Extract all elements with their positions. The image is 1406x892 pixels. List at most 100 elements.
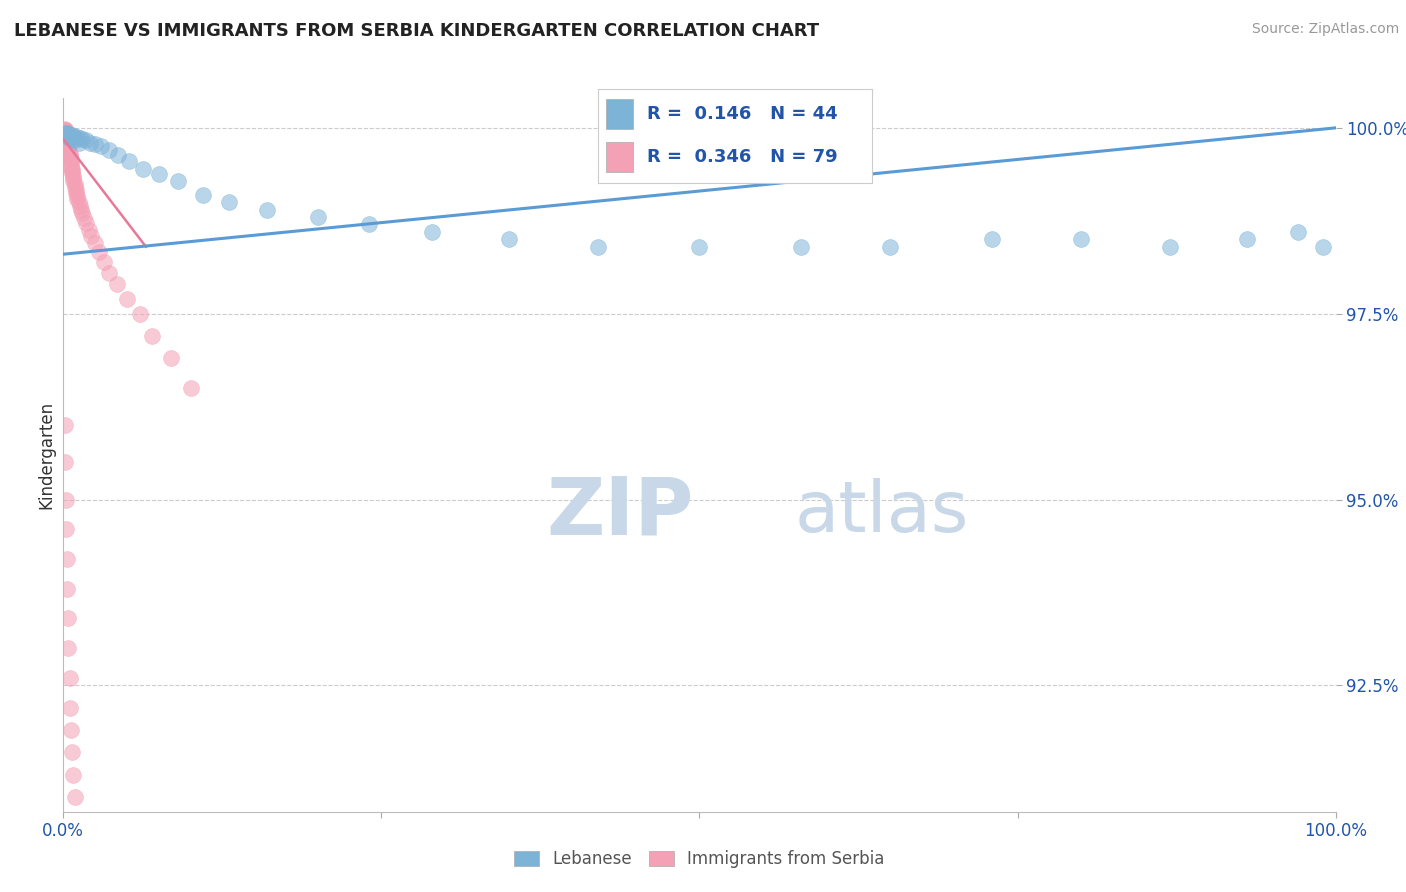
Point (59, 700, 82, 714)
Point (981, 232, 1004, 246)
Point (56, 128, 79, 143)
Point (58, 127, 80, 141)
Point (60, 166, 83, 180)
Point (63, 789, 86, 804)
Point (790, 240, 813, 254)
Point (72, 206, 94, 220)
Point (53, 128, 76, 142)
Point (55, 128, 77, 143)
Point (256, 202, 278, 217)
Point (62, 169, 84, 184)
Point (72, 132, 94, 146)
Text: Source: ZipAtlas.com: Source: ZipAtlas.com (1251, 22, 1399, 37)
Point (63, 134, 86, 148)
Point (59, 153, 82, 167)
Point (56, 134, 79, 148)
Point (160, 351, 183, 366)
Point (58, 641, 80, 656)
Point (180, 381, 202, 395)
Point (1070, 232, 1092, 246)
Point (59, 671, 82, 685)
Point (60, 161, 83, 176)
Point (53, 126, 76, 140)
Point (55, 129, 77, 144)
Point (55, 127, 77, 141)
Point (59, 160, 82, 174)
Text: atlas: atlas (794, 477, 969, 547)
Text: ZIP: ZIP (547, 473, 695, 551)
Point (62, 171, 84, 186)
Point (69, 130, 91, 145)
Point (53, 127, 76, 141)
Point (58, 611, 80, 625)
Point (55, 131, 77, 145)
Point (1312, 240, 1334, 254)
Point (132, 161, 155, 176)
Point (218, 195, 240, 210)
Point (66, 192, 89, 206)
Point (55, 133, 77, 147)
Point (60, 128, 83, 143)
Point (689, 240, 711, 254)
Legend: Lebanese, Immigrants from Serbia: Lebanese, Immigrants from Serbia (508, 844, 891, 875)
Point (128, 307, 150, 321)
Point (879, 240, 901, 254)
Point (58, 141, 80, 155)
Y-axis label: Kindergarten: Kindergarten (37, 401, 55, 509)
Point (84, 235, 107, 250)
Point (60, 164, 83, 178)
Point (60, 745, 83, 759)
Point (72, 211, 94, 225)
Point (87, 245, 110, 260)
Point (55, 522, 77, 536)
Point (420, 225, 443, 239)
Point (53, 455, 76, 469)
Point (75, 134, 97, 148)
Point (53, 122, 76, 136)
Point (80, 228, 103, 243)
Point (53, 127, 76, 141)
Point (1159, 240, 1181, 254)
Point (58, 142, 80, 156)
Point (62, 767, 84, 781)
Point (141, 329, 163, 343)
Point (55, 492, 77, 507)
Point (60, 132, 83, 146)
Point (59, 151, 82, 165)
Point (59, 723, 82, 737)
Point (105, 277, 128, 291)
Point (55, 130, 77, 145)
Point (53, 418, 76, 433)
Point (65, 183, 87, 197)
Point (1236, 232, 1258, 246)
Point (193, 187, 215, 202)
Point (53, 128, 76, 143)
Bar (606, 142, 633, 171)
Point (53, 123, 76, 137)
Point (56, 582, 79, 596)
Point (59, 131, 82, 145)
Point (79, 136, 101, 150)
Point (166, 174, 188, 188)
Point (56, 135, 79, 149)
Point (59, 148, 82, 162)
Point (53, 124, 76, 138)
Point (93, 254, 115, 268)
Point (53, 124, 76, 138)
Point (53, 125, 76, 139)
Point (70, 202, 93, 217)
Point (63, 180, 86, 194)
Point (56, 134, 79, 148)
Point (55, 126, 77, 140)
Point (66, 189, 89, 203)
Point (66, 129, 89, 144)
Point (55, 132, 77, 146)
Point (59, 156, 82, 170)
Text: R =  0.146   N = 44: R = 0.146 N = 44 (647, 104, 838, 122)
Point (53, 124, 76, 138)
Point (59, 154, 82, 169)
Point (148, 167, 170, 181)
Point (55, 128, 77, 143)
Point (90, 139, 112, 153)
Point (59, 146, 82, 161)
